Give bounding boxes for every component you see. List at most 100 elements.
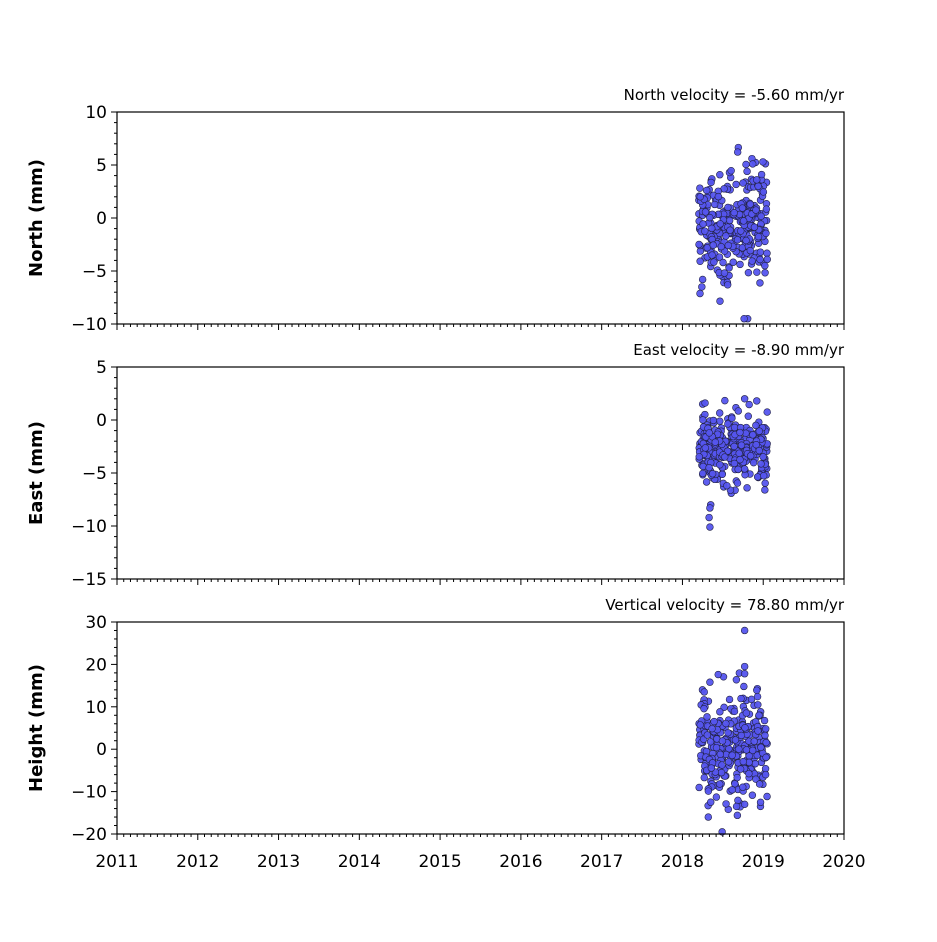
- data-point: [708, 251, 716, 259]
- data-point: [745, 752, 753, 760]
- data-point: [704, 813, 712, 821]
- data-point: [705, 429, 713, 437]
- data-point: [753, 176, 761, 184]
- data-point: [752, 206, 760, 214]
- data-point: [702, 478, 711, 486]
- data-point: [749, 160, 757, 168]
- data-point: [708, 470, 717, 478]
- data-point: [716, 417, 724, 425]
- data-point: [736, 765, 745, 773]
- data-point: [733, 479, 742, 487]
- data-point: [718, 737, 727, 745]
- data-point: [746, 246, 755, 255]
- x-tick-label: 2012: [176, 852, 219, 872]
- x-tick-label: 2011: [95, 852, 138, 872]
- data-point: [706, 738, 715, 746]
- data-point: [735, 449, 743, 457]
- data-point: [739, 179, 747, 187]
- data-point: [720, 703, 728, 712]
- data-point: [707, 798, 715, 806]
- axes-frame: [116, 111, 845, 325]
- data-point: [744, 268, 753, 277]
- data-point: [716, 297, 724, 305]
- data-point: [710, 258, 718, 266]
- y-tick-label: 10: [85, 103, 107, 123]
- data-point: [719, 258, 727, 267]
- data-point: [763, 249, 771, 257]
- y-tick-label: −5: [82, 464, 107, 484]
- data-point: [756, 255, 764, 264]
- data-point: [761, 262, 769, 270]
- data-point: [717, 768, 726, 777]
- data-point: [700, 704, 708, 713]
- data-point: [730, 442, 738, 451]
- data-point: [695, 783, 703, 792]
- data-point: [716, 220, 724, 228]
- data-point: [716, 171, 724, 179]
- data-point: [750, 737, 758, 746]
- panel-title: East velocity = -8.90 mm/yr: [633, 341, 845, 359]
- data-point: [761, 770, 770, 779]
- data-point: [737, 227, 745, 235]
- data-point: [757, 212, 765, 220]
- x-tick-label: 2013: [257, 852, 300, 872]
- data-point: [743, 167, 751, 176]
- data-point: [728, 751, 736, 759]
- data-point: [709, 416, 718, 425]
- data-point: [740, 662, 749, 671]
- data-point: [736, 260, 744, 269]
- data-point: [740, 800, 749, 809]
- data-point: [712, 743, 721, 752]
- data-point: [725, 264, 733, 272]
- x-tick-label: 2020: [822, 852, 865, 872]
- data-point: [753, 692, 762, 701]
- data-point: [723, 281, 732, 289]
- data-point: [753, 473, 762, 481]
- panel-2: East velocity = -8.90 mm/yr East (mm) 5 0 −5…: [26, 341, 845, 590]
- data-point: [755, 711, 763, 719]
- data-point: [696, 721, 704, 729]
- data-point: [730, 459, 739, 468]
- data-point: [750, 223, 759, 231]
- data-point: [714, 670, 722, 679]
- data-point: [716, 750, 725, 758]
- panel-1: North velocity = -5.60 mm/yr North (mm) 10…: [26, 86, 845, 335]
- data-point: [762, 725, 770, 733]
- data-point: [760, 716, 769, 725]
- y-tick-label: 0: [96, 209, 107, 229]
- data-point: [715, 253, 724, 261]
- data-point: [755, 446, 763, 455]
- y-tick-label: 5: [96, 156, 107, 176]
- data-point: [761, 486, 769, 494]
- data-point: [709, 241, 717, 249]
- data-point: [756, 279, 764, 287]
- data-point: [754, 232, 763, 241]
- data-point: [740, 465, 749, 473]
- y-axis-label: East (mm): [26, 421, 47, 525]
- data-point: [707, 764, 716, 772]
- data-point: [752, 421, 760, 430]
- data-point: [747, 452, 755, 460]
- panel-title: North velocity = -5.60 mm/yr: [624, 86, 845, 104]
- data-point: [753, 686, 761, 694]
- data-point: [705, 513, 713, 522]
- data-point: [705, 464, 713, 472]
- data-point: [733, 811, 742, 820]
- data-point: [748, 257, 756, 265]
- data-point: [718, 761, 726, 769]
- y-tick-label: 5: [96, 358, 107, 378]
- data-point: [738, 244, 747, 252]
- x-tick-label: 2015: [418, 852, 461, 872]
- data-point: [743, 484, 751, 492]
- data-point: [695, 240, 703, 249]
- data-point: [699, 469, 707, 478]
- data-point: [706, 213, 714, 222]
- data-point: [737, 694, 745, 703]
- x-tick-label: 2018: [661, 852, 704, 872]
- data-point: [707, 178, 715, 187]
- data-point: [740, 395, 749, 403]
- data-point: [700, 688, 708, 696]
- data-point: [717, 242, 725, 251]
- data-point: [703, 713, 711, 721]
